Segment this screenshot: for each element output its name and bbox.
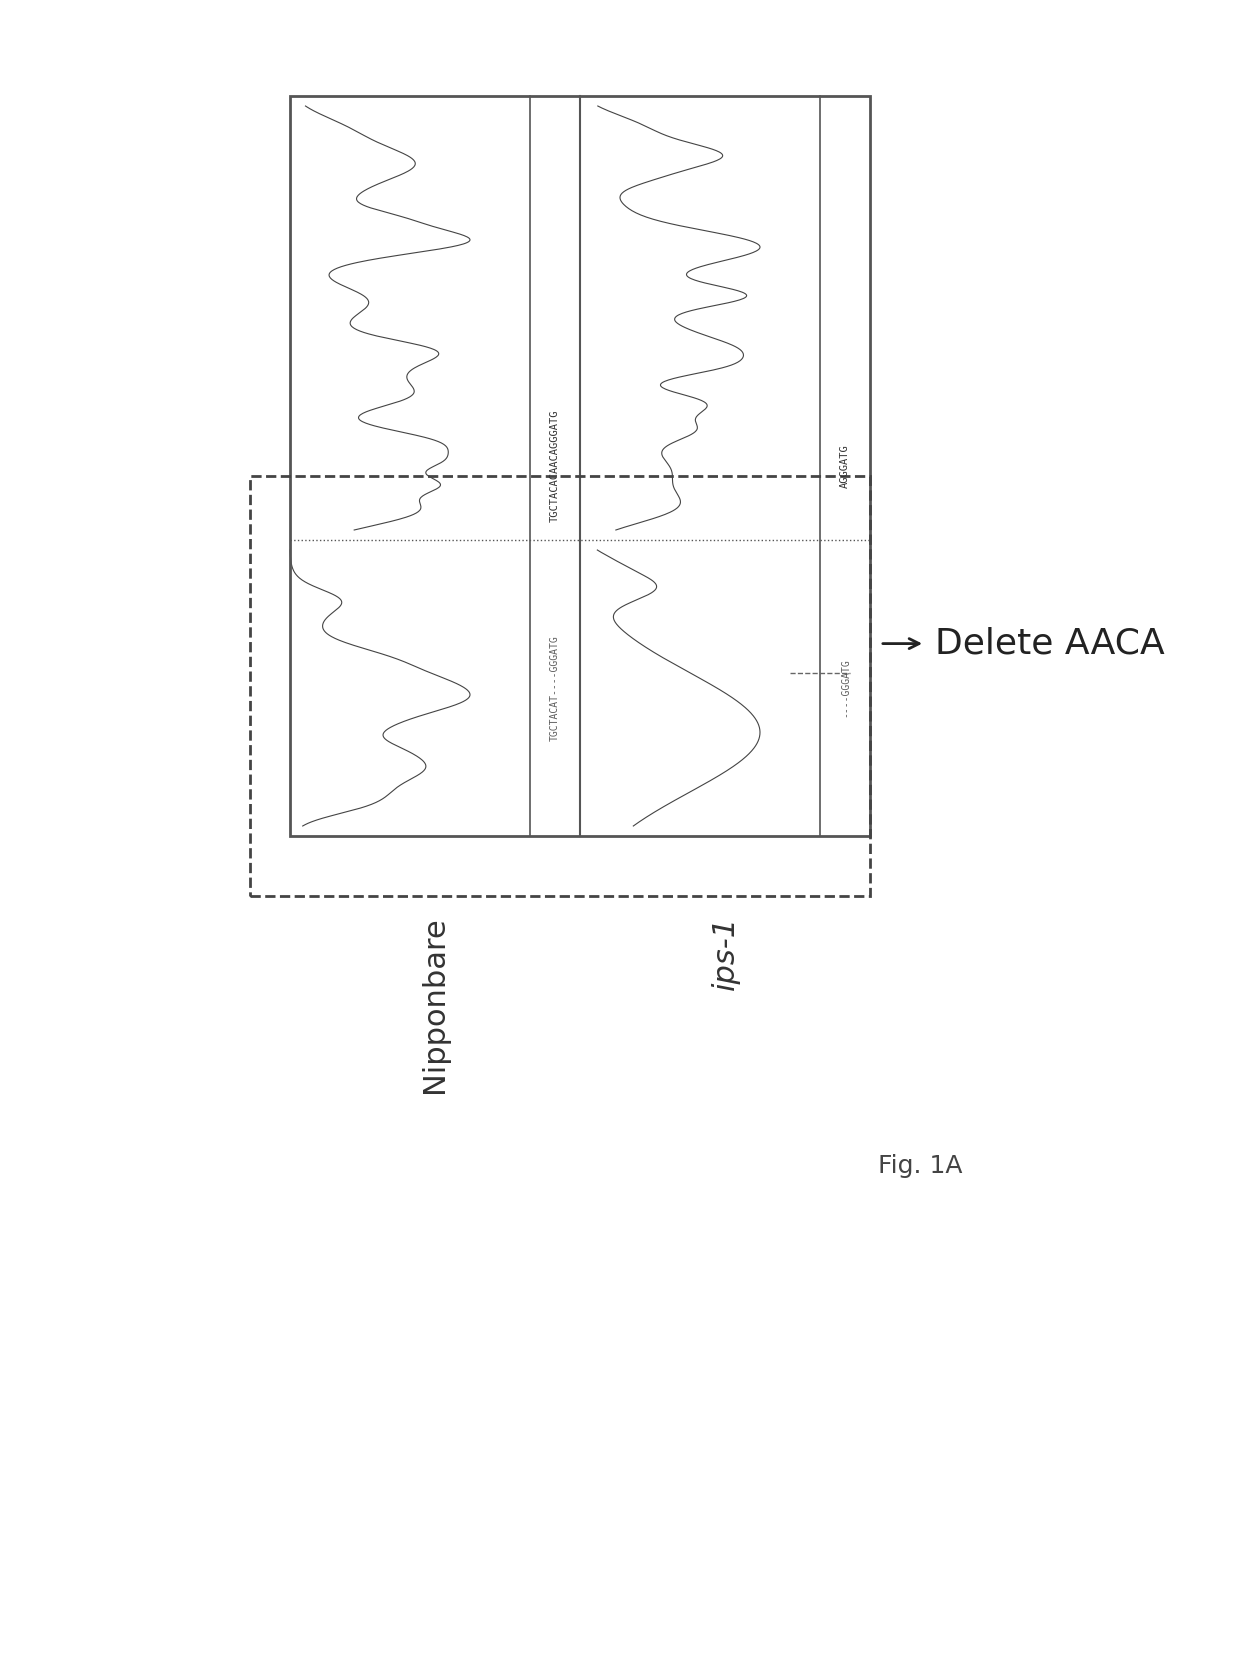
Text: TGCTACAT----GGGATG: TGCTACAT----GGGATG [551, 635, 560, 741]
Bar [290, 97, 870, 836]
Text: TGCTACACAACAGGGATG: TGCTACACAACAGGGATG [551, 410, 560, 521]
Text: ----GGGATG: ----GGGATG [839, 658, 849, 718]
Text: AGGGATG: AGGGATG [839, 445, 849, 488]
Bar [250, 476, 870, 896]
Text: ips-1: ips-1 [711, 916, 739, 990]
Text: Nipponbare: Nipponbare [420, 916, 449, 1093]
Text: Delete AACA: Delete AACA [935, 626, 1164, 661]
Text: Fig. 1A: Fig. 1A [878, 1155, 962, 1178]
